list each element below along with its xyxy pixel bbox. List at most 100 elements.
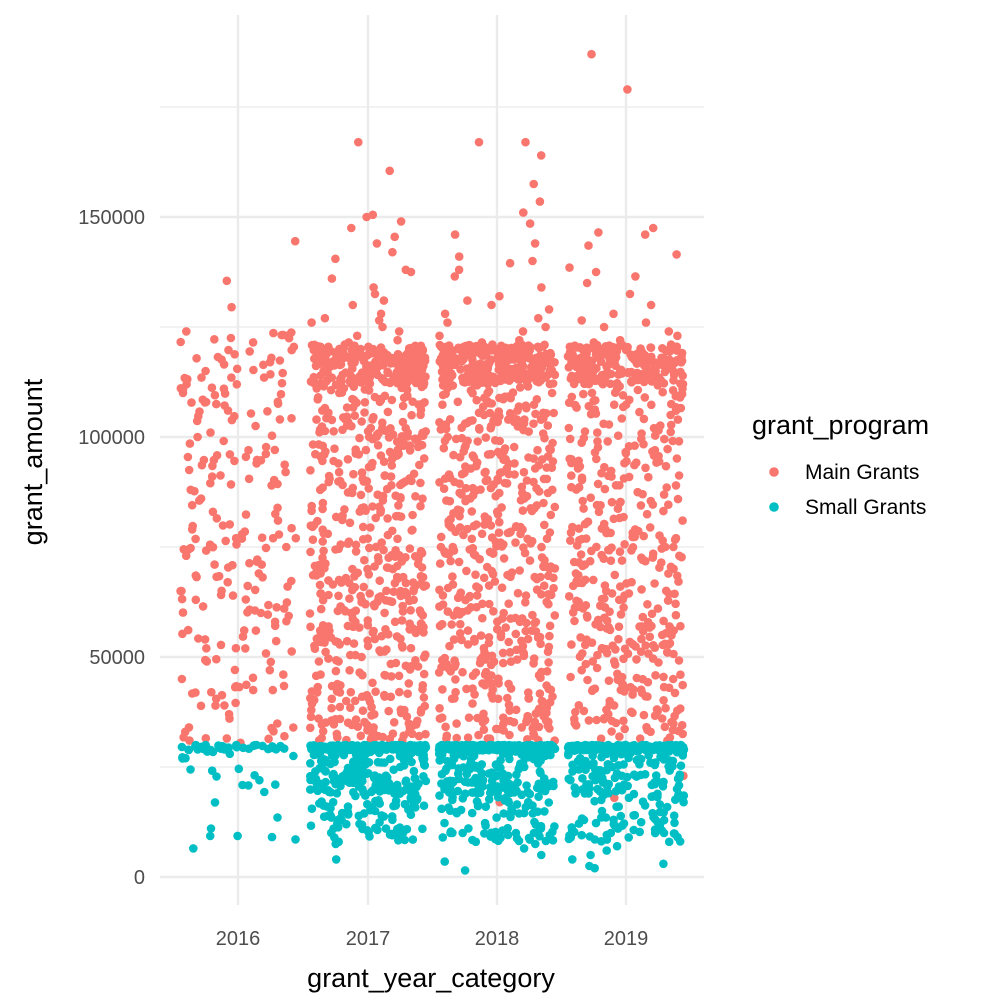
main-grant-point-2019-204 — [643, 600, 652, 609]
main-grant-point-2017-17 — [376, 309, 386, 319]
small-grant-point-2018-514 — [446, 778, 455, 787]
legend-key-main-grants — [769, 467, 779, 477]
main-grant-point-2018-787 — [516, 522, 525, 532]
main-grant-point-2018-506 — [506, 657, 516, 666]
main-grant-point-2017-761 — [335, 349, 344, 359]
main-grant-point-2018-508 — [491, 724, 501, 734]
main-grant-point-2017-736 — [375, 646, 384, 655]
main-grant-point-2019-361 — [639, 710, 649, 720]
small-grant-point-2016-54 — [206, 824, 216, 833]
small-grant-point-2019-264 — [640, 801, 650, 810]
main-grant-point-2019-462 — [577, 534, 587, 544]
small-grant-point-2016-38 — [267, 832, 277, 842]
main-grant-point-2017-685 — [312, 571, 321, 580]
main-grant-point-2017-546 — [371, 513, 381, 523]
small-grant-point-2016-59 — [276, 742, 285, 751]
main-grant-point-2018-714 — [546, 350, 556, 360]
small-grant-point-2017-51 — [408, 835, 418, 844]
small-grant-point-2019-222 — [595, 765, 605, 775]
small-grant-point-2018-500 — [459, 747, 469, 756]
main-grant-point-2019-439 — [642, 509, 652, 519]
main-grant-point-2018-798 — [500, 344, 510, 354]
main-grant-point-2018-720 — [441, 722, 450, 732]
small-grant-point-2016-55 — [250, 771, 259, 780]
main-grant-point-2017-446 — [335, 702, 345, 712]
main-grant-point-2018-768 — [474, 374, 483, 384]
small-grant-point-2019-438 — [591, 741, 600, 751]
small-grant-point-2017-413 — [318, 754, 328, 764]
main-grant-point-2019-487 — [668, 436, 677, 446]
small-grant-point-2019-319 — [659, 777, 668, 787]
main-grant-point-2018-599 — [493, 510, 503, 519]
main-grant-point-2016-55 — [225, 714, 234, 723]
main-grant-point-2016-143 — [270, 445, 280, 455]
small-grant-point-2017-317 — [354, 811, 364, 821]
main-grant-point-2017-587 — [368, 731, 377, 740]
main-grant-point-2018-142 — [503, 693, 512, 703]
main-grant-point-2018-567 — [539, 562, 548, 571]
main-grant-point-2017-692 — [348, 364, 357, 373]
main-grant-point-2017-778 — [364, 386, 374, 395]
main-grant-point-2018-698 — [441, 420, 451, 429]
main-grant-point-2017-284 — [398, 401, 408, 411]
main-grant-point-2017-444 — [364, 373, 374, 383]
main-grant-point-2018-4 — [535, 197, 545, 206]
main-grant-point-2017-64 — [390, 617, 400, 627]
main-grant-point-2016-214 — [261, 442, 271, 452]
small-grant-point-2019-411 — [657, 826, 667, 835]
main-grant-point-2018-315 — [478, 402, 488, 412]
main-grant-point-2018-725 — [440, 549, 450, 558]
main-grant-point-2019-455 — [597, 644, 607, 654]
small-grant-point-2017-275 — [402, 824, 412, 834]
main-grant-point-2018-577 — [512, 645, 521, 655]
main-grant-point-2016-76 — [230, 665, 240, 675]
main-grant-point-2016-209 — [275, 356, 285, 365]
main-grant-point-2018-18 — [544, 305, 554, 314]
small-grant-point-2019-212 — [578, 774, 587, 783]
main-grant-point-2018-778 — [529, 659, 538, 668]
main-grant-point-2019-317 — [658, 344, 667, 353]
main-grant-point-2017-757 — [347, 488, 357, 498]
main-grant-point-2018-540 — [497, 583, 507, 592]
main-grant-point-2016-185 — [232, 364, 242, 374]
main-grant-point-2017-580 — [358, 706, 368, 715]
main-grant-point-2019-476 — [645, 523, 655, 532]
main-grant-point-2017-777 — [329, 456, 338, 466]
main-grant-point-2017-745 — [335, 640, 345, 649]
main-grant-point-2016-74 — [232, 380, 242, 389]
main-grant-point-2018-770 — [488, 694, 498, 703]
main-grant-point-2018-3 — [529, 179, 538, 189]
main-grant-point-2018-320 — [523, 634, 533, 644]
main-grant-point-2017-484 — [376, 505, 386, 515]
main-grant-point-2018-38 — [547, 388, 557, 398]
main-grant-point-2018-401 — [451, 675, 460, 684]
small-grant-point-2018-22 — [435, 756, 445, 765]
small-grant-point-2017-362 — [367, 802, 377, 812]
small-grant-point-2016-20 — [210, 798, 220, 807]
main-grant-point-2017-426 — [313, 393, 323, 402]
main-grant-point-2018-652 — [454, 345, 464, 354]
main-grant-point-2019-562 — [632, 673, 642, 683]
main-grant-point-2018-643 — [463, 733, 473, 742]
main-grant-point-2018-16 — [463, 296, 472, 305]
main-grant-point-2019-582 — [665, 639, 675, 648]
main-grant-point-2018-556 — [451, 659, 460, 669]
main-grant-point-2016-22 — [244, 445, 253, 455]
main-grant-point-2017-361 — [310, 644, 320, 653]
main-grant-point-2019-170 — [643, 725, 652, 735]
small-grant-point-2018-420 — [512, 834, 522, 843]
main-grant-point-2018-15 — [495, 291, 504, 301]
main-grant-point-2018-763 — [435, 478, 444, 487]
small-grant-point-2016-51 — [198, 743, 208, 753]
main-grant-point-2017-535 — [316, 637, 326, 647]
main-grant-point-2019-481 — [593, 650, 602, 660]
main-grant-point-2017-185 — [419, 653, 429, 662]
main-grant-point-2017-726 — [403, 392, 412, 401]
small-grant-point-2019-110 — [670, 818, 679, 828]
small-grant-point-2017-248 — [394, 833, 403, 843]
main-grant-point-2017-93 — [371, 687, 380, 696]
small-grant-point-2019-167 — [612, 802, 621, 811]
main-grant-point-2017-752 — [396, 480, 405, 490]
main-grant-point-2016-208 — [201, 655, 210, 665]
small-grant-point-2017-447 — [395, 789, 405, 798]
